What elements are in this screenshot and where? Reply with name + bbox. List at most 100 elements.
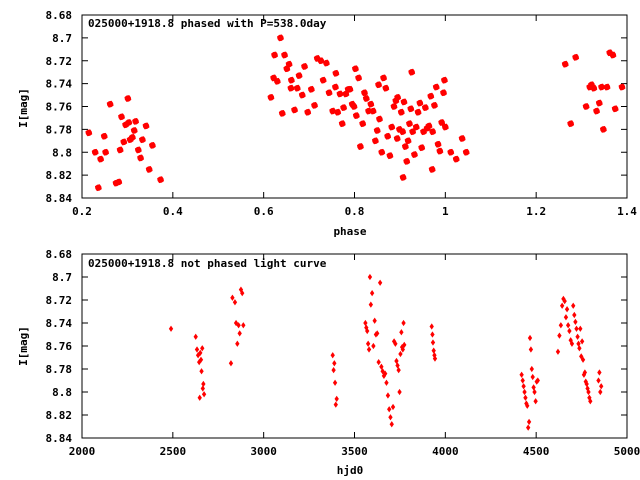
- unphased-data-point: [532, 388, 537, 396]
- phased-data-point: [401, 143, 409, 150]
- phased-data-point: [397, 108, 405, 116]
- phased-data-point: [287, 76, 295, 84]
- phased-data-point: [118, 113, 125, 121]
- unphased-data-point: [597, 369, 602, 376]
- phased-data-point: [438, 119, 446, 126]
- phased-chart-title: 025000+1918.8 phased with P=538.0day: [88, 17, 327, 30]
- phased-x-axis-label: phase: [333, 225, 366, 238]
- phased-data-point: [458, 135, 466, 142]
- phased-data-point: [137, 154, 144, 162]
- phased-data-point: [120, 138, 128, 146]
- phased-data-point: [429, 128, 437, 136]
- phased-data-point: [350, 103, 358, 110]
- phased-data-point: [452, 155, 460, 163]
- unphased-data-point: [531, 384, 536, 391]
- unphased-data-point: [237, 330, 242, 337]
- unphased-data-point: [168, 325, 174, 332]
- unphased-data-point: [232, 299, 238, 306]
- unphased-data-point: [199, 368, 204, 375]
- unphased-data-point: [559, 302, 565, 309]
- unphased-data-point: [401, 319, 406, 327]
- phased-data-point: [436, 147, 444, 155]
- unphased-data-point: [582, 369, 588, 376]
- phased-data-point: [115, 178, 123, 186]
- phased-x-tick-label: 0.2: [72, 205, 92, 218]
- unphased-data-point: [523, 394, 528, 401]
- phased-data-point: [407, 105, 415, 113]
- unphased-data-point: [230, 294, 235, 301]
- phased-data-point: [273, 77, 281, 85]
- phased-data-point: [412, 123, 420, 131]
- phased-y-tick-label: 8.7: [52, 32, 72, 45]
- phased-data-point: [130, 127, 138, 134]
- phased-data-point: [94, 184, 102, 192]
- unphased-y-tick-label: 8.82: [46, 409, 73, 422]
- unphased-data-point: [530, 373, 535, 381]
- phased-data-point: [116, 146, 124, 154]
- unphased-data-point: [240, 289, 245, 297]
- phased-data-point: [295, 72, 303, 80]
- phased-data-point: [375, 81, 382, 89]
- phased-y-tick-label: 8.68: [46, 9, 73, 22]
- phased-y-tick-label: 8.84: [46, 192, 73, 205]
- unphased-y-tick-label: 8.8: [52, 386, 72, 399]
- phased-data-point: [338, 120, 346, 128]
- phased-data-point: [384, 132, 392, 140]
- phased-data-point: [403, 157, 411, 165]
- unphased-data-point: [598, 388, 603, 396]
- unphased-data-point: [576, 340, 581, 347]
- unphased-data-point: [573, 318, 578, 325]
- phased-data-point: [125, 119, 133, 126]
- phased-data-point: [603, 83, 611, 91]
- phased-data-point: [361, 89, 368, 97]
- unphased-data-point: [331, 367, 336, 374]
- phased-data-point: [394, 93, 402, 101]
- phased-data-point: [157, 176, 164, 184]
- unphased-tick-group: 2000 2500 3000 3500 4000 4500 5000 8.68 8.7 8.72 8…: [46, 248, 640, 458]
- unphased-data-point: [194, 346, 200, 353]
- unphased-data-point: [584, 380, 589, 388]
- unphased-data-point: [201, 391, 207, 398]
- unphased-data-point: [526, 418, 532, 426]
- phased-y-tick-label: 8.82: [46, 169, 73, 182]
- phased-data-point: [593, 107, 600, 115]
- unphased-data-point: [394, 357, 399, 365]
- unphased-data-point: [555, 348, 561, 355]
- unphased-data-point: [366, 346, 372, 353]
- phased-data-point: [611, 105, 619, 113]
- phased-data-point: [132, 117, 140, 125]
- phased-data-point: [572, 53, 580, 61]
- unphased-data-point: [330, 352, 335, 359]
- phased-tick-group: 0.2 0.4 0.6 0.8 1 1.2 1.4 8.68 8.7 8.72 8.74 8.76 8.…: [46, 9, 638, 218]
- unphased-data-point: [588, 398, 593, 405]
- phased-data-point: [425, 122, 433, 130]
- unphased-x-tick-label: 3000: [250, 445, 277, 458]
- unphased-data-point: [574, 325, 579, 332]
- unphased-data-point: [527, 334, 533, 342]
- phased-data-point: [382, 84, 390, 92]
- phased-data-point: [447, 148, 455, 156]
- phased-data-point: [406, 120, 413, 128]
- unphased-x-axis-label: hjd0: [337, 464, 364, 477]
- unphased-data-point: [579, 353, 584, 360]
- unphased-data-point: [198, 349, 203, 357]
- unphased-data-point: [241, 322, 246, 329]
- phased-x-tick-label: 1: [442, 205, 449, 218]
- unphased-x-tick-label: 5000: [614, 445, 640, 458]
- unphased-data-point: [397, 388, 402, 396]
- unphased-data-point: [365, 327, 370, 335]
- phased-data-point: [416, 99, 424, 107]
- phased-data-point: [582, 103, 590, 110]
- phased-data-point: [129, 133, 136, 141]
- unphased-data-point: [535, 377, 540, 384]
- unphased-chart-title: 025000+1918.8 not phased light curve: [88, 257, 327, 270]
- unphased-data-point: [197, 394, 202, 401]
- unphased-x-tick-label: 2000: [69, 445, 96, 458]
- phased-data-point: [369, 107, 377, 115]
- unphased-data-point: [569, 340, 575, 347]
- unphased-data-point: [390, 403, 396, 411]
- unphased-data-point: [236, 322, 241, 329]
- phased-y-tick-label: 8.78: [46, 123, 73, 136]
- unphased-data-point: [398, 350, 403, 358]
- unphased-data-point: [526, 424, 531, 431]
